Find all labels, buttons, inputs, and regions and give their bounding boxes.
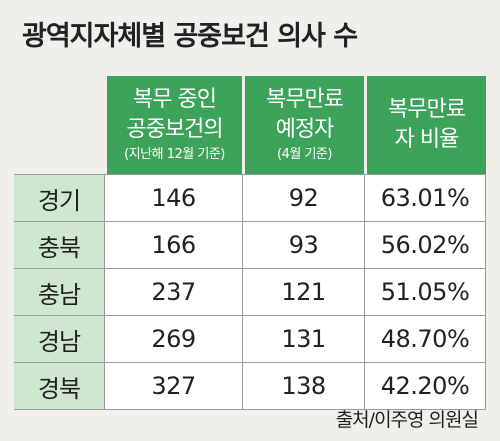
serving-count-cell: 166: [104, 221, 242, 268]
region-label: 경남: [14, 315, 104, 362]
header-row: 복무 중인 공중보건의 (지난해 12월 기준) 복무만료 예정자 (4월 기준…: [14, 76, 486, 174]
expiring-ratio-cell: 51.05%: [364, 268, 486, 315]
expiring-ratio-cell: 63.01%: [364, 174, 486, 221]
serving-count-cell: 269: [104, 315, 242, 362]
table-row: 충북 166 93 56.02%: [14, 221, 486, 268]
column-header-line: 복무만료: [266, 87, 344, 112]
expiring-ratio-cell: 42.20%: [364, 362, 486, 410]
region-label: 경기: [14, 174, 104, 221]
column-header-note: (4월 기준): [277, 147, 332, 162]
table-row: 경남 269 131 48.70%: [14, 315, 486, 362]
expiring-count-cell: 93: [242, 221, 364, 268]
region-label: 충남: [14, 268, 104, 315]
table-row: 경북 327 138 42.20%: [14, 362, 486, 410]
column-header-line: 공중보건의: [126, 117, 223, 142]
region-label: 경북: [14, 362, 104, 410]
column-header-line: 복무만료: [388, 97, 466, 122]
expiring-count-cell: 138: [242, 362, 364, 410]
corner-cell: [14, 76, 104, 174]
column-header-serving: 복무 중인 공중보건의 (지난해 12월 기준): [104, 76, 242, 174]
source-credit: 출처/이주영 의원실: [335, 409, 479, 431]
column-header-line: 복무 중인: [133, 87, 217, 112]
chart-title: 광역지자체별 공중보건 의사 수: [22, 21, 358, 52]
column-header-line: 자 비율: [394, 127, 460, 152]
expiring-ratio-cell: 48.70%: [364, 315, 486, 362]
column-header-line: 예정자: [275, 117, 335, 142]
expiring-count-cell: 92: [242, 174, 364, 221]
serving-count-cell: 146: [104, 174, 242, 221]
serving-count-cell: 237: [104, 268, 242, 315]
expiring-ratio-cell: 56.02%: [364, 221, 486, 268]
data-table: 복무 중인 공중보건의 (지난해 12월 기준) 복무만료 예정자 (4월 기준…: [14, 76, 486, 410]
column-header-ratio: 복무만료 자 비율: [364, 76, 486, 174]
column-header-expiring: 복무만료 예정자 (4월 기준): [242, 76, 364, 174]
table-row: 충남 237 121 51.05%: [14, 268, 486, 315]
expiring-count-cell: 121: [242, 268, 364, 315]
region-label: 충북: [14, 221, 104, 268]
expiring-count-cell: 131: [242, 315, 364, 362]
table-row: 경기 146 92 63.01%: [14, 174, 486, 221]
data-table-container: 복무 중인 공중보건의 (지난해 12월 기준) 복무만료 예정자 (4월 기준…: [14, 76, 486, 410]
serving-count-cell: 327: [104, 362, 242, 410]
column-header-note: (지난해 12월 기준): [124, 147, 225, 162]
